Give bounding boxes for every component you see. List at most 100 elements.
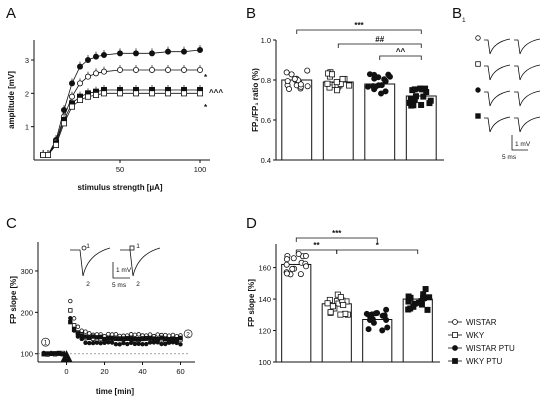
panel-b-dot-3-7	[411, 86, 418, 93]
panel-c-point-2-54	[166, 340, 172, 345]
legend-marker-0	[452, 319, 458, 325]
panel-c-point-1-2	[68, 308, 73, 313]
panel-d-bracket-0	[295, 237, 378, 242]
panel-a-point-3-11	[148, 90, 155, 97]
panel-b-dot-1-6	[329, 71, 336, 78]
panel-c-point-3-44	[147, 335, 153, 341]
panel-c-point-3--12	[41, 351, 46, 357]
panel-d-dot-3-7	[422, 286, 429, 293]
panel-label-c: C	[6, 215, 17, 232]
panel-c-point-3--8	[49, 351, 54, 356]
panel-b-dot-1-14	[346, 82, 353, 89]
legend-label-1: WKY	[466, 331, 485, 340]
panel-c-point-0-44	[147, 332, 153, 337]
b1-scale-bar	[511, 135, 528, 151]
panel-c-point-3-24	[109, 336, 115, 341]
panel-c-point-3-2	[68, 319, 73, 325]
panel-c-point-3-50	[159, 335, 164, 340]
panel-d-bar-0	[281, 263, 312, 363]
panel-c-point-0-54	[166, 333, 172, 338]
b1-scale-mv: 1 mV	[515, 141, 531, 148]
panel-c-point-2-52	[163, 341, 168, 347]
panel-b-chart: FP₂/FP₁ ratio (%) 0.4 0.6 0.8 1.0 *** ## ^^	[251, 21, 444, 165]
panel-c-period-label-0: 1	[44, 340, 48, 347]
panel-c-point-3-40	[140, 336, 145, 342]
panel-c-point-3-30	[121, 336, 126, 341]
panel-c-point-0-38	[136, 332, 141, 337]
panel-c-point-3-28	[117, 336, 122, 342]
panel-a-point-1-6	[85, 73, 92, 80]
panel-b-dot-2-14	[378, 82, 385, 89]
panel-b-dot-2-11	[381, 76, 388, 83]
panel-c-point-3-60	[178, 335, 183, 341]
panel-c-point-0-4	[71, 316, 77, 321]
panel-c-point-3-32	[125, 336, 130, 341]
panel-a-ytick-label-1: 2	[25, 89, 29, 98]
panel-a-point-3-7	[93, 92, 100, 99]
panel-c-scale-bar	[112, 262, 130, 279]
panel-c-inset-trace-0	[70, 247, 111, 277]
panel-d-dot-3-12	[421, 294, 428, 301]
panel-a-point-0-14	[196, 47, 203, 54]
panel-c-chart: time [min] FP slope [%] 100 200 300 0 20 40 60…	[9, 242, 195, 396]
panel-a-point-0-13	[180, 48, 187, 55]
panel-a-xtick-label-0: 50	[116, 165, 124, 174]
panel-b-dot-0-14	[291, 75, 298, 82]
panel-d-ytick-label-2: 140	[258, 295, 271, 304]
panel-b-bracket-1	[337, 43, 422, 48]
panel-b-dot-1-12	[324, 80, 331, 87]
panel-c-inset-marker-1	[129, 245, 135, 251]
panel-b-dot-2-6	[386, 73, 393, 80]
panel-c-point-3-6	[75, 331, 81, 336]
panel-a-point-3-3	[61, 120, 68, 127]
panel-c-point-2-12	[87, 340, 92, 346]
b1-trace-3-1	[514, 116, 541, 133]
panel-d-dot-2-5	[366, 316, 373, 323]
panel-a-point-1-8	[101, 68, 108, 75]
panel-b-dot-3-10	[419, 86, 426, 93]
b1-scale-ms: 5 ms	[502, 154, 517, 161]
panel-c-point-3-52	[163, 336, 168, 342]
panel-a-ytick-label-0: 1	[25, 123, 29, 132]
panel-a-point-0-12	[164, 48, 171, 55]
panel-d-dot-2-13	[368, 311, 375, 318]
legend-marker-2	[452, 345, 458, 351]
b1-trace-0-0	[484, 38, 511, 55]
panel-c-point-2-58	[174, 340, 179, 346]
b1-trace-3-0	[484, 116, 511, 133]
panel-d-dot-0-11	[283, 261, 290, 268]
panel-d-dot-1-11	[324, 300, 331, 307]
panel-c-point-3-54	[166, 337, 172, 342]
panel-b-bar-0	[281, 79, 313, 161]
panel-a-point-3-8	[101, 90, 108, 97]
panel-c-point-2-8	[79, 336, 84, 342]
panel-c-ytick-label-0: 100	[20, 350, 33, 359]
panel-a-point-1-5	[77, 80, 84, 87]
panel-b-dot-2-10	[369, 83, 376, 90]
panel-b-dot-3-9	[408, 102, 415, 109]
panel-a-ytick-label-2: 3	[25, 56, 29, 65]
panel-c-xtick-label-0: 0	[64, 367, 68, 376]
panel-c-point-0-24	[109, 332, 115, 337]
panel-c-period-circle-1	[183, 329, 193, 339]
panel-c-point-2-60	[178, 342, 183, 347]
panel-c-point-0-34	[128, 332, 134, 337]
panel-b-dot-2-15	[366, 71, 373, 78]
panel-c-point-1-4	[71, 323, 77, 328]
legend: WISTAR WKY WISTAR PTU WKY PTU	[448, 318, 515, 366]
panel-d-dot-3-15	[405, 293, 412, 300]
panel-c-point-2-36	[132, 341, 138, 347]
panel-c-xtick-label-3: 60	[176, 367, 184, 376]
panel-d-dot-3-2	[426, 294, 433, 301]
b1-trace-2-0	[484, 90, 511, 107]
panel-c-inset-label-0-b: 2	[86, 281, 90, 288]
panel-a-point-0-11	[148, 50, 155, 57]
panel-b-ytick-label-0: 0.4	[261, 156, 271, 165]
b1-row-marker-1	[475, 61, 481, 67]
panel-c-period-circle-0	[41, 337, 50, 347]
panel-b-bracket-2	[379, 55, 422, 60]
panel-c-xtick-label-1: 20	[100, 367, 108, 376]
panel-a-fit-1	[43, 69, 200, 156]
panel-c-point-3-42	[144, 336, 149, 341]
panel-d-dot-3-13	[410, 303, 417, 310]
